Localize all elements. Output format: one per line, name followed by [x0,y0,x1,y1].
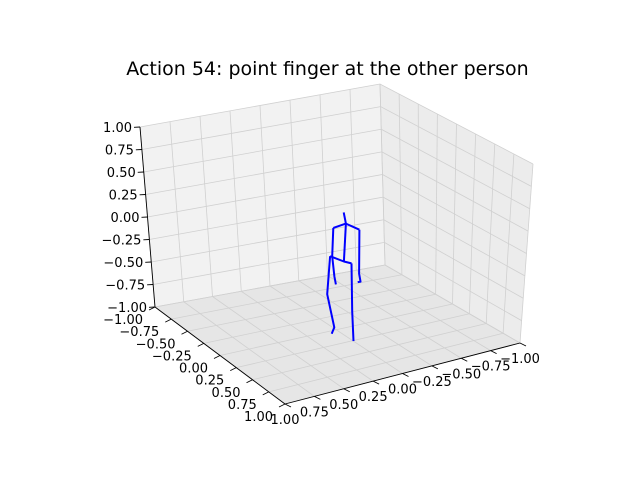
grid-line [384,242,522,321]
skeleton-left-arm [331,227,337,285]
y-tick-label: −1.00 [103,313,143,328]
x-tick [519,342,527,347]
y-tick-label: 0.50 [212,386,241,401]
skeleton-right-leg [326,256,336,335]
z-tick-label: −0.75 [105,279,145,294]
y-tick-label: 1.00 [244,410,273,425]
grid-line [502,153,515,334]
x-tick-label: 0.25 [359,390,388,405]
x-tick [402,373,409,377]
x-tick-label: −0.75 [471,360,511,375]
skeleton-hips [329,255,352,265]
skeleton-spine [342,223,347,262]
skeleton-right-arm [357,229,362,284]
y-tick-label: −0.25 [152,349,192,364]
chart-title: Action 54: point finger at the other per… [126,58,529,80]
grid-line [154,264,386,308]
y-tick [165,318,172,323]
x-tick [431,365,439,370]
y-tick-label: −0.50 [136,337,176,352]
grid-line [319,94,328,276]
y-tick [197,342,204,347]
tick-labels: 1.000.750.500.250.00−0.25−0.50−0.75−1.00… [102,121,540,428]
y-tick [213,355,221,359]
y-tick [278,403,286,408]
grid-line [349,89,357,271]
grid-line [468,133,477,314]
y-tick [262,391,269,396]
grid-line [268,332,504,393]
z-tick-label: 0.75 [105,144,134,159]
x-tick-label: 0.75 [300,405,329,420]
x-tick-label: 0.00 [388,383,417,398]
x-tick-label: −0.25 [412,375,452,390]
grid-line [153,241,385,285]
z-tick-label: 0.00 [111,211,140,226]
z-tick-label: −1.00 [107,301,147,316]
skeleton-shoulders [332,222,360,231]
grid-line [485,143,496,324]
grid-line [383,219,524,299]
y-tick-label: 0.25 [195,374,224,389]
grid-line [382,174,527,254]
x-tick-label: 1.00 [271,413,300,428]
grid-line [269,285,403,374]
z-tick-label: 0.50 [107,166,136,181]
y-tick [181,330,188,335]
z-tick-label: −0.50 [103,256,143,271]
x-tick [314,395,321,400]
z-tick-label: 1.00 [103,121,132,136]
y-tick-label: 0.75 [228,398,257,413]
x-tick [490,350,497,355]
grid-line [289,100,300,281]
x-tick-label: 0.50 [329,398,358,413]
z-tick-label: 0.25 [109,189,138,204]
y-tick [246,379,253,384]
z-tick-label: −0.25 [102,234,142,249]
x-tick-label: −0.50 [441,367,481,382]
x-tick-label: −1.00 [500,352,540,367]
x-tick [461,357,468,362]
grid-line [298,280,433,367]
floor-pane [155,265,520,404]
y-tick [148,306,156,311]
skeleton-series [326,212,362,342]
grid-line [252,323,487,381]
grid-line [149,196,384,240]
grid-line [382,196,526,277]
skeleton-head-neck [342,212,347,224]
grid-line [519,163,534,344]
grid-line [327,275,462,359]
grid-line [379,83,386,266]
x-tick [372,380,380,385]
grid-line [384,264,521,344]
grid-line [356,269,491,351]
skeleton-left-leg [350,263,355,342]
grid-line [147,174,383,218]
x-tick [343,388,350,393]
y-tick-label: 0.00 [179,362,208,377]
x-tick [284,403,292,408]
y-tick-label: −0.75 [119,325,159,340]
y-tick [230,367,237,372]
